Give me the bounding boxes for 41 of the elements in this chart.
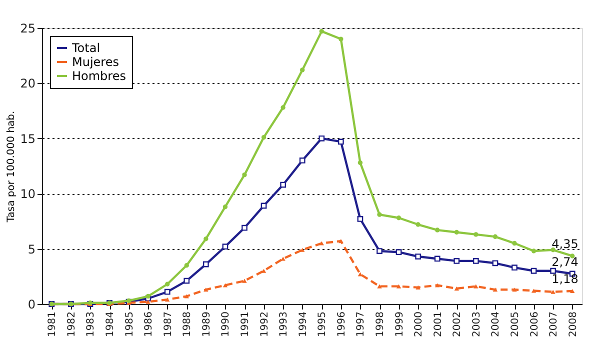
data-label: 1,18 (552, 272, 578, 286)
x-tick-label: 1992 (259, 312, 270, 337)
x-tick-label: 2002 (452, 312, 464, 337)
legend-label: Total (71, 41, 100, 55)
x-tick-label: 2008 (568, 312, 579, 337)
x-tick-label: 1993 (278, 312, 290, 337)
y-tick-label: 10 (20, 187, 36, 202)
y-axis-title: Tasa por 100.000 hab. (6, 110, 18, 224)
x-tick-label: 1990 (220, 312, 232, 337)
legend-label: Mujeres (72, 55, 119, 69)
x-tick-label: 1983 (86, 312, 97, 337)
x-tick-label: 1989 (201, 312, 212, 337)
x-tick-label: 1995 (317, 312, 328, 337)
data-label: 2,74 (552, 254, 578, 269)
y-tick-label: 20 (20, 76, 36, 91)
x-tick-label: 2003 (471, 312, 482, 337)
x-tick-label: 1991 (240, 312, 251, 337)
x-tick-label: 1986 (144, 312, 155, 337)
y-tick-label: 25 (20, 22, 36, 36)
x-tick-label: 2006 (529, 312, 540, 337)
x-tick-label: 1996 (336, 312, 348, 337)
x-tick-label: 1987 (162, 312, 174, 337)
x-tick-label: 2000 (414, 312, 425, 337)
x-tick-label: 2004 (490, 312, 502, 337)
x-tick-label: 1981 (47, 312, 58, 337)
y-tick-label: 0 (28, 298, 36, 312)
y-tick-label: 15 (20, 132, 36, 146)
legend-label: Hombres (72, 69, 126, 83)
y-tick-label: 5 (28, 242, 36, 256)
x-tick-label: 1984 (105, 312, 116, 337)
x-tick-label: 1999 (394, 312, 406, 337)
x-tick-label: 1982 (66, 312, 78, 337)
x-tick-label: 1985 (124, 312, 136, 337)
x-tick-label: 2007 (548, 312, 560, 337)
x-tick-label: 1998 (375, 312, 386, 337)
x-tick-label: 2001 (432, 312, 444, 337)
x-tick-label: 1994 (298, 312, 309, 337)
x-tick-label: 2005 (510, 312, 521, 337)
x-tick-label: 1988 (182, 312, 194, 337)
x-tick-label: 1997 (356, 312, 367, 337)
data-label: 4,35 (552, 236, 578, 251)
